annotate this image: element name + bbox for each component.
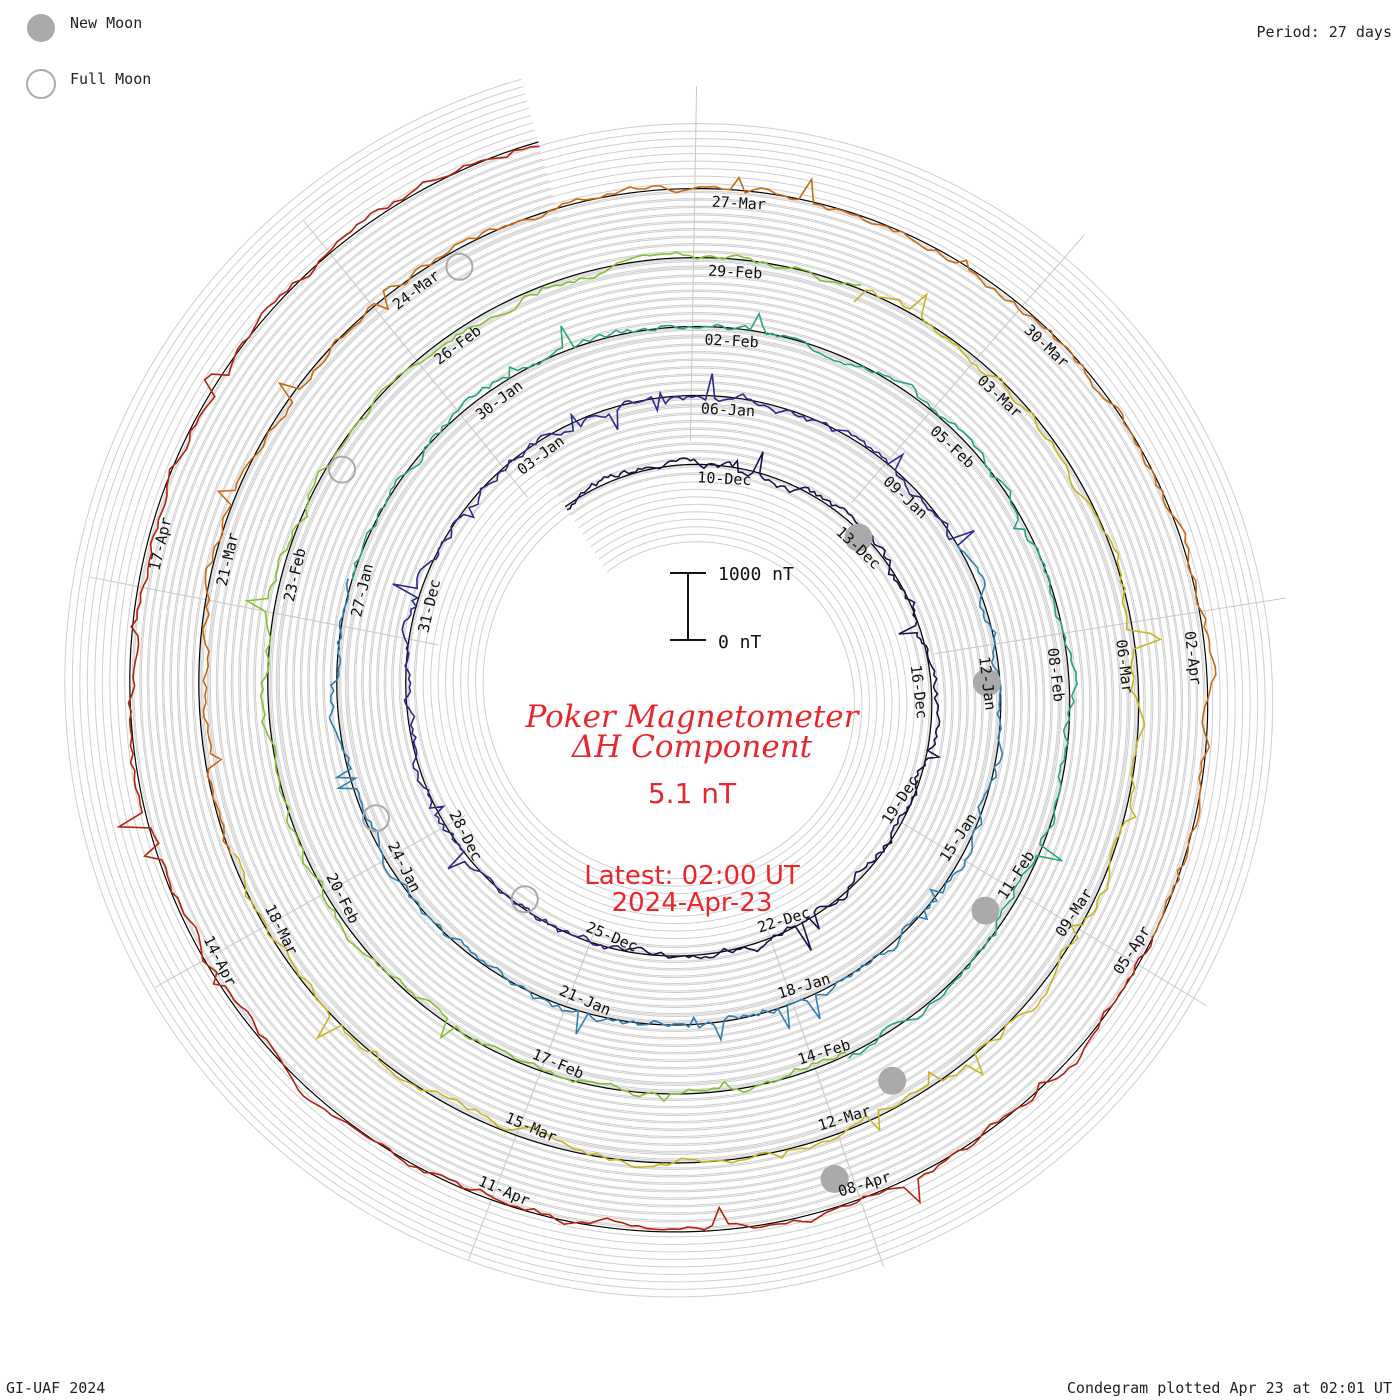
date-label: 10-Dec [697, 468, 752, 489]
data-trace-8 [116, 145, 1154, 1231]
full-moon-marker [445, 252, 474, 281]
new-moon-marker [844, 523, 873, 552]
full-moon-marker [510, 885, 539, 914]
scale-bar: 1000 nT 0 nT [670, 564, 794, 653]
radial-spoke [154, 814, 466, 988]
grid-ring [139, 151, 1199, 1223]
full-moon-marker [362, 804, 390, 833]
spiral-grid [64, 78, 1274, 1298]
period-label: Period: 27 days [1256, 23, 1392, 41]
grid-ring [191, 201, 1146, 1171]
grid-ring [101, 114, 1236, 1260]
date-label: 02-Feb [704, 331, 759, 352]
data-trace-6 [233, 289, 1163, 1169]
date-label: 25-Dec [583, 918, 640, 956]
radial-spoke [934, 597, 1286, 655]
grid-ring [206, 216, 1131, 1156]
legend-new-moon-label: New Moon [70, 14, 143, 32]
radial-spoke [767, 931, 885, 1268]
grid-ring [184, 194, 1154, 1178]
data-trace-1 [566, 451, 942, 960]
new-moon-marker [878, 1066, 907, 1095]
date-label: 27-Mar [711, 193, 766, 214]
new-moon-marker [820, 1165, 849, 1193]
data-trace-3 [328, 545, 1004, 1043]
data-trace-7 [201, 175, 1217, 939]
grid-ring [116, 129, 1221, 1245]
current-value: 5.1 nT [648, 777, 737, 810]
latest-date: 2024-Apr-23 [612, 888, 773, 918]
grid-ring [64, 78, 1274, 1298]
legend [26, 14, 56, 99]
radial-spoke [303, 220, 528, 498]
center-title-block: Poker Magnetometer ΔH Component 5.1 nT L… [525, 699, 861, 918]
grid-ring [199, 209, 1139, 1163]
grid-ring [94, 107, 1244, 1268]
grid-ring [109, 122, 1229, 1253]
latest-time: Latest: 02:00 UT [584, 861, 800, 891]
grid-ring [154, 165, 1184, 1208]
chart-subtitle: ΔH Component [571, 729, 813, 765]
footer-right: Condegram plotted Apr 23 at 02:01 UT [1066, 1379, 1392, 1397]
grid-ring [71, 85, 1266, 1290]
baseline-spiral [129, 141, 1209, 1233]
chart-title: Poker Magnetometer [525, 699, 861, 735]
grid-ring [176, 187, 1161, 1185]
legend-full-moon-label: Full Moon [70, 70, 152, 88]
radial-spoke [468, 928, 597, 1260]
grid-ring [79, 93, 1259, 1283]
grid-ring [124, 136, 1214, 1238]
grid-ring [131, 143, 1206, 1230]
footer-left: GI-UAF 2024 [6, 1379, 106, 1397]
grid-ring [161, 172, 1176, 1200]
grid-ring [169, 180, 1169, 1193]
date-label: 29-Feb [708, 262, 763, 283]
moon-markers [328, 252, 1001, 1193]
date-label: 06-Jan [700, 399, 755, 420]
scale-bar-top-label: 1000 nT [718, 564, 794, 585]
data-trace-4 [352, 311, 1078, 1059]
data-traces [116, 141, 1217, 1233]
full-moon-marker [328, 455, 356, 484]
radial-spoke [901, 822, 1207, 1007]
new-moon-marker [973, 668, 1001, 697]
new-moon-icon [27, 14, 55, 42]
new-moon-marker [971, 896, 1000, 925]
scale-bar-bottom-label: 0 nT [718, 632, 762, 653]
data-trace-2 [392, 373, 975, 950]
full-moon-icon [26, 69, 56, 99]
radial-spoke [689, 86, 698, 442]
grid-ring [146, 158, 1191, 1215]
radial-spoke [850, 234, 1085, 504]
date-label: 03-Jan [514, 432, 568, 479]
grid-ring [86, 100, 1251, 1275]
data-trace-5 [244, 251, 862, 1103]
